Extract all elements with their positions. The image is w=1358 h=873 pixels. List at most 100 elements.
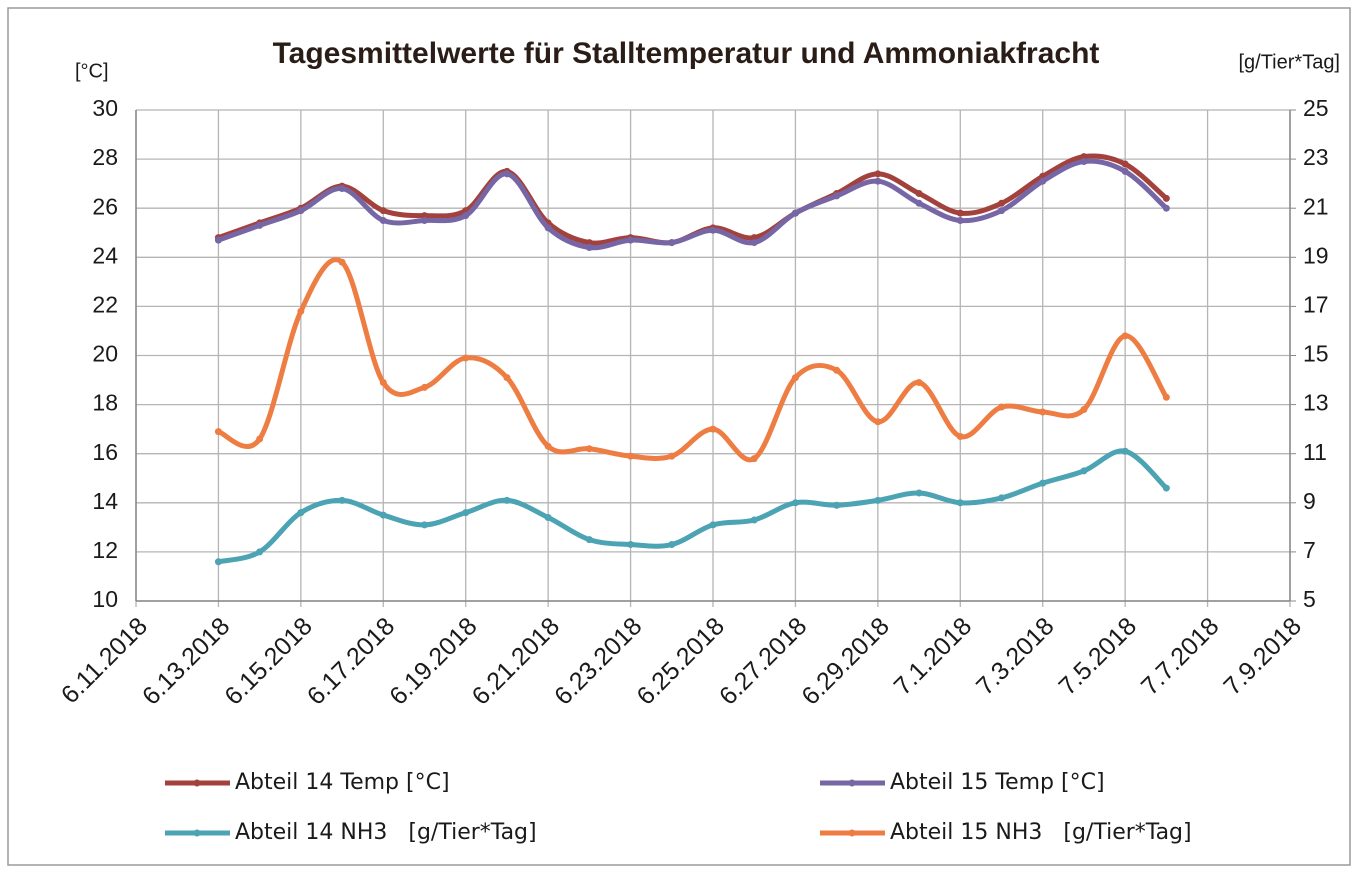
- data-point: [1121, 167, 1129, 175]
- data-point: [462, 212, 470, 220]
- data-point: [421, 216, 428, 224]
- legend-swatch-dot: [848, 829, 856, 837]
- data-point: [874, 177, 882, 185]
- data-point: [379, 379, 387, 387]
- data-point: [1039, 177, 1047, 185]
- data-point: [915, 379, 923, 387]
- y-tick-label: 10: [92, 586, 118, 612]
- y2-tick-label: 23: [1303, 144, 1329, 170]
- data-point: [544, 514, 552, 522]
- data-point: [503, 374, 511, 382]
- data-point: [956, 209, 964, 217]
- y2-tick-label: 5: [1303, 586, 1316, 612]
- data-point: [1162, 393, 1170, 401]
- data-point: [297, 509, 305, 517]
- data-point: [833, 501, 841, 509]
- y-tick-label: 28: [92, 144, 118, 170]
- data-point: [1121, 447, 1129, 455]
- data-point: [214, 428, 222, 436]
- data-point: [1080, 158, 1088, 166]
- data-point: [668, 239, 676, 247]
- data-point: [379, 207, 387, 215]
- data-point: [915, 189, 923, 197]
- data-point: [668, 541, 676, 549]
- legend-label: Abteil 14 Temp [°C]: [235, 770, 450, 795]
- y-tick-label: 20: [92, 341, 118, 367]
- data-point: [338, 185, 346, 193]
- data-point: [998, 199, 1005, 207]
- y-tick-label: 14: [92, 488, 118, 514]
- legend-label: Abteil 15 NH3 [g/Tier*Tag]: [890, 820, 1192, 845]
- data-point: [256, 548, 264, 556]
- data-point: [709, 521, 717, 529]
- data-point: [421, 383, 428, 391]
- data-point: [709, 425, 717, 433]
- data-point: [874, 496, 882, 504]
- data-point: [297, 307, 305, 315]
- data-point: [750, 516, 758, 524]
- data-point: [791, 209, 799, 217]
- legend-label: Abteil 14 NH3 [g/Tier*Tag]: [235, 820, 537, 845]
- chart-frame: [7, 7, 1351, 866]
- data-point: [1080, 467, 1088, 475]
- data-point: [627, 236, 635, 244]
- data-point: [462, 354, 470, 362]
- data-point: [1080, 153, 1088, 161]
- y-tick-label: 18: [92, 390, 118, 416]
- y-tick-label: 16: [92, 439, 118, 465]
- data-point: [668, 452, 676, 460]
- data-point: [462, 509, 470, 517]
- data-point: [956, 433, 964, 441]
- data-point: [833, 366, 841, 374]
- data-point: [421, 521, 428, 529]
- data-point: [1162, 204, 1170, 212]
- data-point: [750, 455, 758, 463]
- data-point: [833, 192, 841, 200]
- y-tick-label: 30: [92, 95, 118, 121]
- legend-label: Abteil 15 Temp [°C]: [890, 770, 1105, 795]
- data-point: [998, 494, 1005, 502]
- data-point: [791, 374, 799, 382]
- y-tick-label: 22: [92, 291, 118, 317]
- y2-tick-label: 13: [1303, 390, 1329, 416]
- data-point: [585, 243, 593, 251]
- chart-title: Tagesmittelwerte für Stalltemperatur und…: [273, 37, 1100, 70]
- y2-tick-label: 25: [1303, 95, 1329, 121]
- series-line: [217, 448, 1169, 565]
- data-point: [874, 418, 882, 426]
- y2-axis-label: [g/Tier*Tag]: [1238, 51, 1340, 73]
- data-point: [956, 499, 964, 507]
- data-point: [338, 258, 346, 266]
- y-tick-label: 24: [92, 242, 118, 268]
- y2-tick-label: 15: [1303, 341, 1329, 367]
- y-axis-label: [°C]: [75, 60, 109, 82]
- data-point: [214, 558, 222, 566]
- data-point: [585, 536, 593, 544]
- y-tick-label: 26: [92, 193, 118, 219]
- series-line: [217, 257, 1169, 463]
- data-point: [1121, 160, 1129, 168]
- data-point: [1121, 332, 1129, 340]
- data-point: [503, 496, 511, 504]
- data-point: [998, 403, 1005, 411]
- data-point: [874, 170, 882, 178]
- data-point: [379, 216, 387, 224]
- data-point: [750, 239, 758, 247]
- data-point: [956, 216, 964, 224]
- data-point: [379, 511, 387, 519]
- data-point: [585, 239, 593, 247]
- y2-tick-label: 19: [1303, 242, 1329, 268]
- data-point: [1080, 406, 1088, 414]
- legend-swatch-dot: [193, 829, 201, 837]
- y2-tick-label: 11: [1303, 439, 1327, 465]
- data-point: [915, 199, 923, 207]
- data-point: [1162, 484, 1170, 492]
- data-point: [709, 226, 717, 234]
- data-point: [503, 170, 511, 178]
- y2-tick-label: 21: [1303, 193, 1329, 219]
- data-point: [338, 496, 346, 504]
- data-point: [791, 499, 799, 507]
- data-point: [915, 489, 923, 497]
- legend-swatch-dot: [193, 779, 201, 787]
